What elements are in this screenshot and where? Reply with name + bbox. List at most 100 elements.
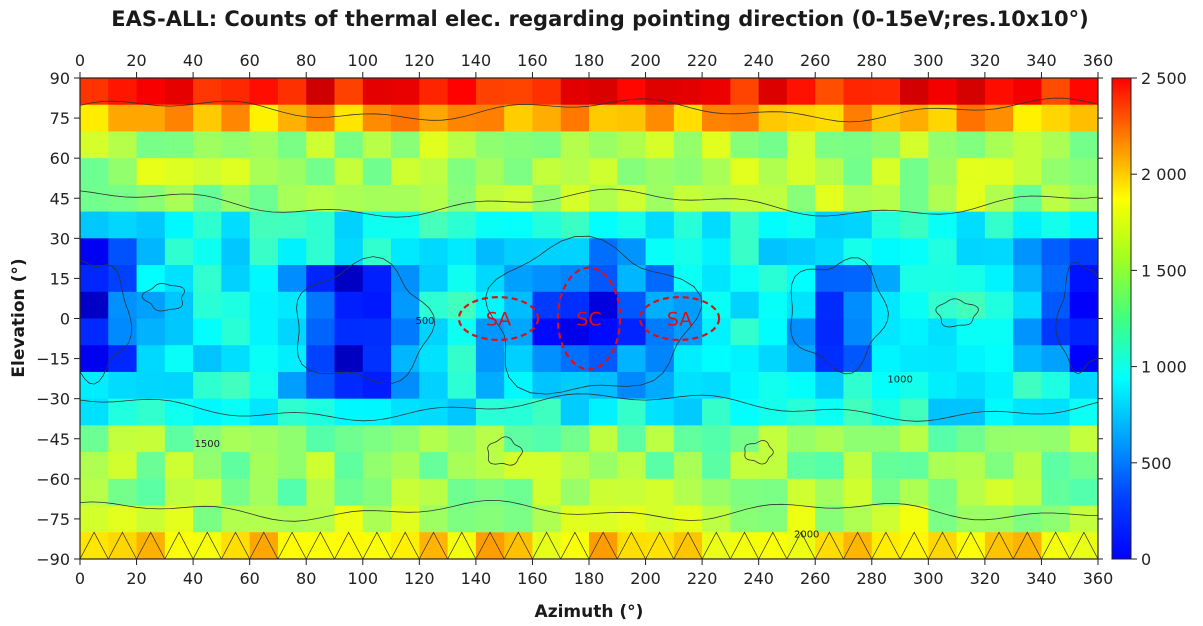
heatmap-cell — [984, 345, 1014, 373]
heatmap-cell — [843, 184, 873, 213]
heatmap-cell — [164, 265, 194, 293]
heatmap-cell — [815, 505, 845, 533]
heatmap-cell — [164, 131, 194, 159]
heatmap-cell — [645, 238, 675, 266]
heatmap-cell — [645, 532, 675, 559]
heatmap-cell — [362, 371, 392, 400]
heatmap-cell — [221, 318, 251, 346]
heatmap-cell — [447, 184, 477, 213]
heatmap-cell — [956, 265, 986, 293]
x-top-tick-label: 360 — [1083, 51, 1114, 70]
heatmap-cell — [108, 184, 138, 213]
annotation-ellipse — [457, 296, 540, 342]
heatmap-cell — [815, 345, 845, 373]
heatmap-cell — [334, 291, 364, 320]
heatmap-cell — [560, 211, 590, 239]
annotation-label: SA — [667, 309, 692, 331]
heatmap-cell — [475, 211, 505, 239]
heatmap-cell — [956, 104, 986, 133]
heatmap-cell — [391, 184, 420, 213]
heatmap-cell — [702, 345, 731, 373]
heatmap-cell — [645, 158, 675, 186]
heatmap-cell — [956, 158, 986, 186]
heatmap-cell — [108, 238, 138, 266]
heatmap-cell — [871, 478, 901, 507]
heatmap-cell — [1041, 158, 1071, 186]
heatmap-cell — [1069, 371, 1098, 400]
heatmap-cell — [956, 452, 986, 480]
heatmap-cell — [956, 131, 986, 159]
heatmap-cell — [1041, 371, 1071, 400]
heatmap-cell — [249, 532, 279, 559]
heatmap-cell — [334, 425, 364, 453]
heatmap-cell — [560, 398, 590, 426]
heatmap-cell — [136, 78, 166, 106]
heatmap-cell — [673, 371, 703, 400]
heatmap-cell — [1069, 131, 1098, 159]
heatmap-cell — [758, 265, 788, 293]
heatmap-cell — [786, 158, 816, 186]
heatmap-cell — [645, 318, 675, 346]
heatmap-cell — [617, 265, 647, 293]
y-tick-label: 75 — [50, 109, 70, 128]
heatmap-cell — [815, 238, 845, 266]
heatmap-cell — [928, 318, 958, 346]
heatmap-cell — [80, 318, 109, 346]
heatmap-cell — [504, 318, 534, 346]
heatmap-cell — [871, 371, 901, 400]
heatmap-cell — [419, 371, 449, 400]
colorbar-tick-label: 0 — [1141, 550, 1151, 569]
heatmap-cell — [249, 131, 279, 159]
heatmap-cell — [391, 452, 420, 480]
heatmap-cell — [589, 265, 618, 293]
heatmap-cell — [277, 478, 307, 507]
heatmap-cell — [673, 265, 703, 293]
heatmap-cell — [391, 425, 420, 453]
heatmap-cell — [589, 78, 618, 106]
heatmap-cell — [560, 184, 590, 213]
heatmap-cell — [362, 478, 392, 507]
heatmap-cell — [277, 104, 307, 133]
heatmap-cell — [1041, 104, 1071, 133]
heatmap-cell — [673, 452, 703, 480]
heatmap-cell — [532, 158, 562, 186]
heatmap-cell — [843, 318, 873, 346]
heatmap-cell — [673, 425, 703, 453]
heatmap-cell — [815, 291, 845, 320]
heatmap-cell — [306, 265, 336, 293]
heatmap-cell — [164, 532, 194, 559]
heatmap-cell — [164, 291, 194, 320]
x-tick-label: 320 — [970, 569, 1001, 588]
heatmap-cell — [673, 532, 703, 559]
heatmap-cell — [391, 211, 420, 239]
heatmap-cell — [786, 452, 816, 480]
heatmap-cell — [843, 371, 873, 400]
heatmap-cell — [702, 265, 731, 293]
heatmap-cell — [645, 452, 675, 480]
heatmap-cell — [277, 78, 307, 106]
heatmap-cell — [362, 532, 392, 559]
heatmap-cell — [193, 425, 222, 453]
heatmap-cell — [80, 425, 109, 453]
heatmap-cell — [136, 371, 166, 400]
heatmap-cell — [306, 371, 336, 400]
heatmap-cell — [277, 211, 307, 239]
heatmap-cell — [136, 131, 166, 159]
heatmap-cell — [617, 78, 647, 106]
heatmap-cell — [900, 211, 929, 239]
heatmap-cell — [617, 184, 647, 213]
heatmap-cell — [984, 265, 1014, 293]
x-tick-label: 140 — [461, 569, 492, 588]
y-tick-label: −60 — [36, 470, 70, 489]
heatmap-cell — [730, 505, 760, 533]
contour-line — [487, 436, 523, 466]
heatmap-cell — [80, 211, 109, 239]
heatmap-cell — [900, 425, 929, 453]
heatmap-cell — [1041, 452, 1071, 480]
heatmap-cell — [362, 505, 392, 533]
heatmap-cell — [786, 211, 816, 239]
heatmap-cell — [164, 478, 194, 507]
heatmap-cell — [617, 318, 647, 346]
heatmap-cell — [589, 211, 618, 239]
heatmap-cell — [815, 184, 845, 213]
